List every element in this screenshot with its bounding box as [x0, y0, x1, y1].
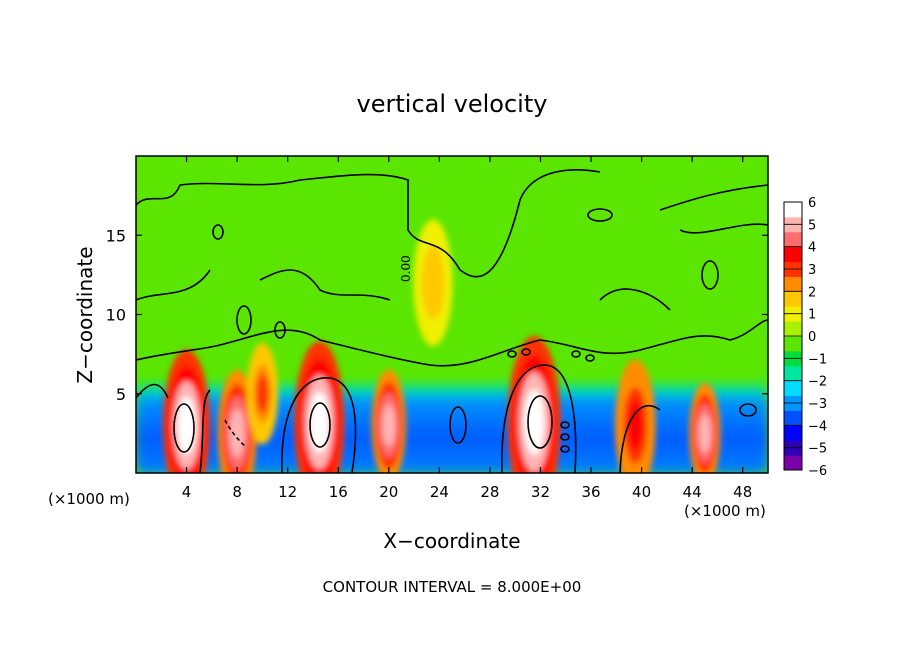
x-tick-label: 16: [329, 483, 348, 501]
colorbar-tick-label: −3: [808, 397, 827, 412]
velocity-cell: [229, 409, 245, 458]
colorbar-tick-label: 5: [808, 218, 816, 233]
colorbar-swatch: [784, 380, 802, 397]
x-tick-label: 24: [430, 483, 449, 501]
colorbar-swatch: [784, 246, 802, 263]
x-unit-left: (×1000 m): [48, 490, 130, 508]
colorbar-tick-label: 6: [808, 196, 816, 211]
velocity-cell: [627, 400, 644, 451]
colorbar-tick-label: 0: [808, 330, 816, 345]
velocity-cell: [698, 414, 711, 453]
contour-label: 0.00: [399, 255, 413, 282]
x-axis-label: X−coordinate: [383, 529, 520, 553]
x-tick-label: 8: [232, 483, 242, 501]
x-tick-label: 32: [531, 483, 550, 501]
x-unit-right: (×1000 m): [684, 502, 766, 520]
colorbar-swatch: [784, 321, 802, 337]
colorbar-tick-label: −6: [808, 464, 827, 479]
x-axis: 4 8 12 16 20 24 28 32 36 40 44 48: [182, 156, 752, 501]
velocity-cell: [524, 389, 545, 456]
contour-labels: 0.00: [399, 255, 413, 282]
colorbar-swatch: [784, 410, 802, 426]
y-axis-label: Z−coordinate: [73, 246, 97, 383]
colorbar-swatch: [784, 336, 802, 352]
colorbar-swatch: [784, 291, 802, 307]
colorbar-swatch: [784, 425, 802, 441]
y-tick-label: 5: [116, 385, 126, 404]
colorbar-swatch: [784, 202, 802, 218]
velocity-cell: [425, 258, 441, 307]
heatmap-field: [136, 156, 768, 473]
chart-title: vertical velocity: [357, 90, 548, 118]
y-tick-label: 15: [106, 226, 126, 245]
x-tick-label: 48: [733, 483, 752, 501]
x-tick-label: 20: [379, 483, 398, 501]
x-tick-label: 28: [480, 483, 499, 501]
velocity-cell: [382, 404, 396, 447]
colorbar-tick-label: −4: [808, 419, 827, 434]
x-tick-label: 44: [683, 483, 702, 501]
y-tick-label: 10: [106, 306, 126, 325]
x-tick-label: 40: [632, 483, 651, 501]
velocity-cell: [256, 374, 269, 414]
colorbar-tick-label: 2: [808, 285, 816, 300]
contour-interval-note: CONTOUR INTERVAL = 8.000E+00: [323, 578, 582, 596]
x-tick-label: 36: [581, 483, 600, 501]
colorbar: 6 5 4 3 2 1 0 −1 −2 −3 −4 −5 −6: [783, 196, 827, 479]
contour-lines: [136, 169, 768, 473]
colorbar-swatch: [784, 365, 802, 382]
colorbar-tick-label: 4: [808, 241, 816, 256]
y-axis: 5 10 15: [106, 226, 768, 404]
colorbar-swatch: [784, 231, 802, 248]
colorbar-tick-label: 1: [808, 308, 816, 323]
colorbar-swatch: [784, 276, 802, 292]
x-tick-label: 12: [278, 483, 297, 501]
x-tick-label: 4: [182, 483, 192, 501]
colorbar-tick-label: −2: [808, 375, 827, 390]
colorbar-tick-label: 3: [808, 263, 816, 278]
colorbar-swatch: [784, 455, 802, 471]
colorbar-tick-label: −5: [808, 442, 827, 457]
colorbar-tick-label: −1: [808, 352, 827, 367]
